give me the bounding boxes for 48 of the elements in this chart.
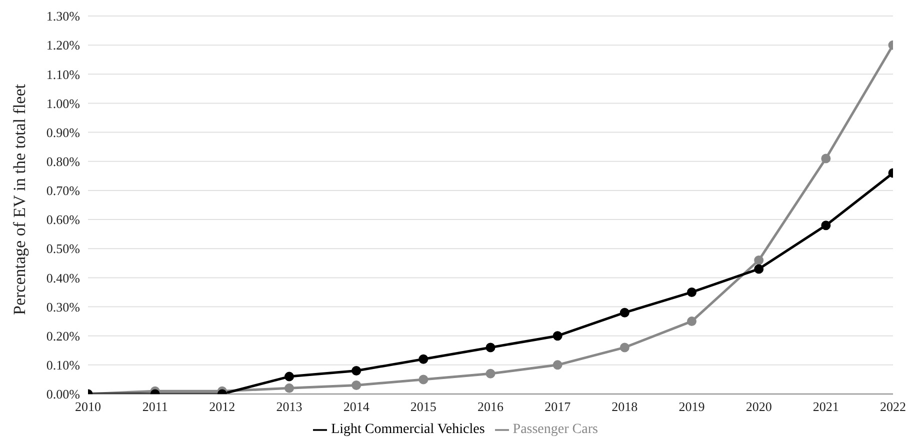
y-tick-label: 1.00% (46, 96, 80, 111)
y-tick-label: 0.00% (46, 386, 80, 402)
y-tick-label: 1.30% (46, 8, 80, 24)
x-tick-label: 2013 (276, 399, 302, 414)
y-tick-label: 0.40% (46, 270, 80, 286)
legend-label: Passenger Cars (512, 422, 598, 437)
point (486, 342, 496, 352)
point (418, 354, 428, 364)
point (552, 331, 562, 341)
point (620, 308, 630, 318)
x-tick-label: 2019 (678, 399, 705, 414)
y-tick-label: 1.10% (46, 66, 80, 82)
y-tick-label: 0.90% (46, 124, 80, 140)
x-tick-label: 2021 (812, 399, 839, 414)
point (687, 287, 696, 297)
y-axis-title: Percentage of EV in the total fleet (10, 84, 30, 315)
x-tick-label: 2022 (880, 399, 906, 414)
point (821, 154, 831, 164)
point (486, 368, 496, 378)
point (821, 220, 831, 230)
y-tick-label: 1.20% (46, 38, 80, 53)
x-tick-label: 2015 (410, 399, 436, 414)
point (284, 383, 294, 393)
point (418, 374, 428, 384)
point (352, 380, 362, 390)
y-tick-label: 0.30% (46, 299, 80, 314)
point (284, 372, 294, 382)
x-tick-label: 2017 (544, 399, 572, 414)
y-tick-label: 0.50% (46, 241, 80, 256)
x-tick-label: 2016 (478, 399, 504, 414)
point (352, 366, 362, 376)
x-tick-label: 2018 (612, 399, 638, 414)
point (687, 316, 696, 326)
x-tick-label: 2020 (746, 399, 772, 414)
x-tick-label: 2014 (343, 399, 370, 414)
y-tick-label: 0.80% (46, 154, 80, 169)
y-tick-label: 0.70% (46, 183, 80, 198)
x-tick-label: 2012 (209, 399, 236, 414)
point (552, 360, 562, 370)
point (754, 255, 764, 265)
x-tick-label: 2010 (75, 399, 101, 414)
y-tick-label: 0.60% (46, 212, 80, 228)
y-tick-label: 0.10% (46, 358, 80, 373)
legend-label: Light Commercial Vehicles (331, 422, 485, 437)
point (620, 342, 630, 352)
x-tick-label: 2011 (142, 399, 168, 414)
y-tick-label: 0.20% (46, 328, 80, 344)
point (754, 264, 764, 274)
